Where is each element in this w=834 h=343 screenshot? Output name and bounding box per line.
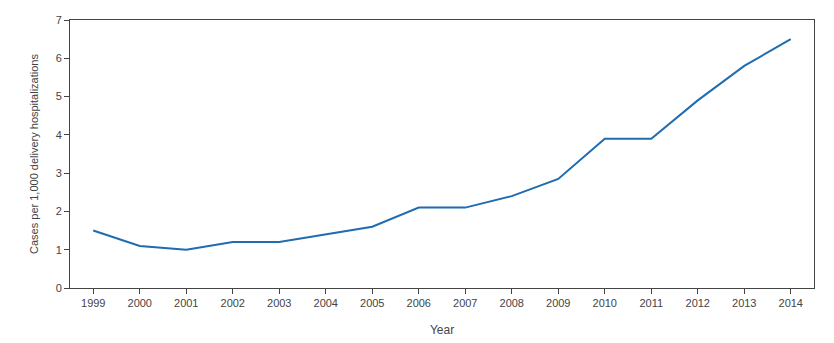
svg-text:2010: 2010	[593, 297, 617, 309]
svg-text:2011: 2011	[639, 297, 663, 309]
svg-text:6: 6	[56, 52, 62, 64]
svg-text:2: 2	[56, 205, 62, 217]
svg-text:2013: 2013	[732, 297, 756, 309]
svg-text:2008: 2008	[500, 297, 524, 309]
svg-text:7: 7	[56, 14, 62, 26]
svg-text:1999: 1999	[81, 297, 105, 309]
svg-text:2002: 2002	[221, 297, 245, 309]
svg-text:2000: 2000	[128, 297, 152, 309]
svg-text:2003: 2003	[267, 297, 291, 309]
svg-text:2012: 2012	[686, 297, 710, 309]
svg-text:2001: 2001	[174, 297, 198, 309]
svg-text:2014: 2014	[779, 297, 803, 309]
svg-text:Cases per 1,000 delivery hospi: Cases per 1,000 delivery hospitalization…	[28, 54, 40, 254]
svg-text:0: 0	[56, 282, 62, 294]
svg-text:4: 4	[56, 129, 62, 141]
svg-text:Year: Year	[430, 323, 454, 337]
svg-text:1: 1	[56, 244, 62, 256]
svg-text:2009: 2009	[546, 297, 570, 309]
svg-text:2007: 2007	[453, 297, 477, 309]
svg-text:2006: 2006	[407, 297, 431, 309]
svg-text:5: 5	[56, 90, 62, 102]
svg-text:3: 3	[56, 167, 62, 179]
svg-text:2004: 2004	[314, 297, 338, 309]
svg-text:2005: 2005	[360, 297, 384, 309]
